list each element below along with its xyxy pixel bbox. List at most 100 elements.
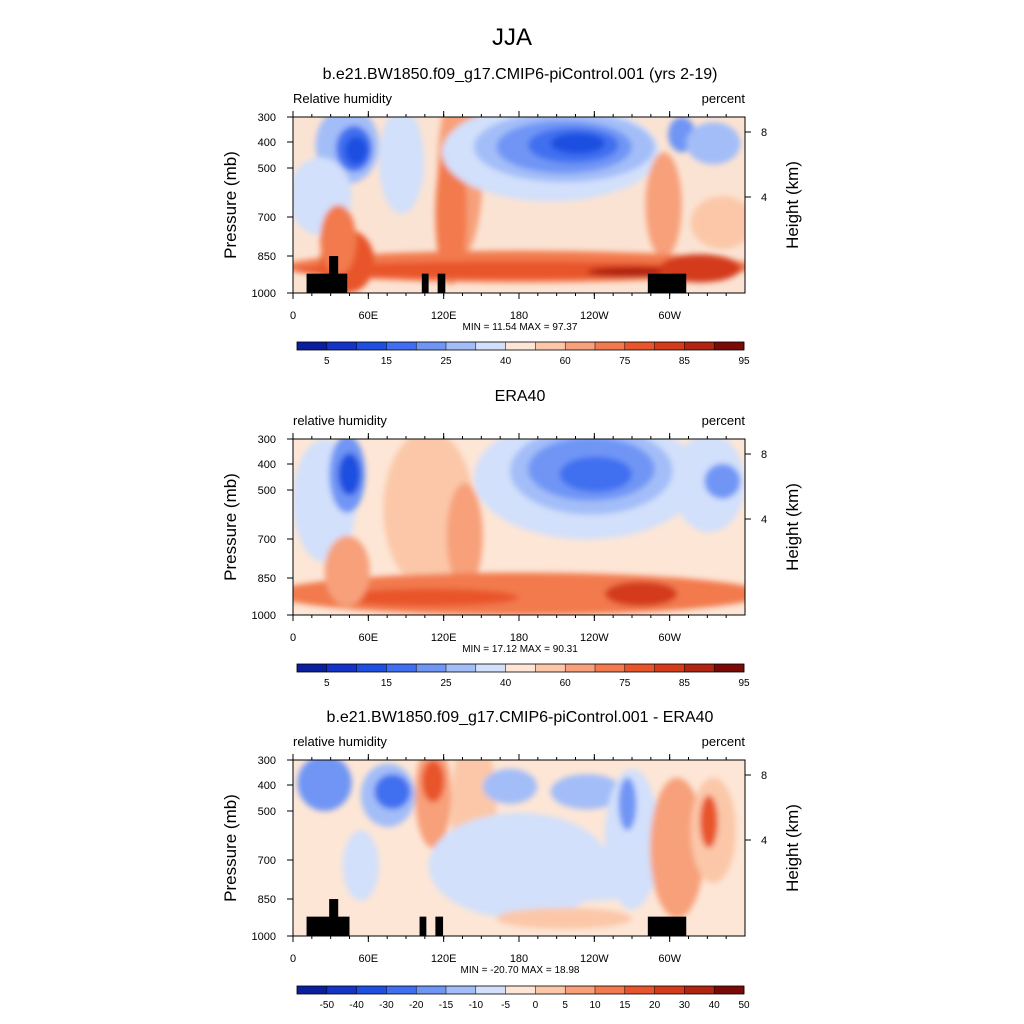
panel-2: ERA40 relative humidity percent 0 60E 120E 180… [221, 388, 802, 689]
contour-region [338, 588, 519, 607]
colorbar-label: 40 [500, 356, 512, 367]
colorbar-label: -5 [501, 1000, 510, 1011]
contour-region [604, 581, 678, 607]
contour-region [338, 453, 361, 496]
x-tick-label: 180 [510, 310, 528, 322]
x-tick-label: 120E [431, 632, 457, 644]
y2-tick-label: 4 [761, 192, 767, 204]
colorbar-label: -40 [349, 1000, 364, 1011]
variable-label: relative humidity [293, 413, 387, 428]
y2-tick-label: 4 [761, 835, 767, 847]
y-tick-label: 300 [258, 112, 276, 124]
contour-field [293, 439, 745, 615]
contour-region [496, 907, 632, 929]
x-tick-label: 60W [658, 953, 681, 965]
colorbar-label: 15 [381, 356, 393, 367]
units-label: percent [702, 413, 746, 428]
colorbar-swatch [326, 342, 357, 350]
contour-region [699, 795, 718, 848]
x-tick-label: 120W [580, 953, 609, 965]
y2-axis-title: Height (km) [783, 161, 802, 249]
y-tick-label: 500 [258, 485, 276, 497]
x-tick-label: 120E [431, 953, 457, 965]
colorbar-swatch [714, 342, 745, 350]
colorbar-label: 20 [649, 1000, 661, 1011]
colorbar-swatch [356, 986, 387, 994]
x-tick-label: 0 [290, 632, 296, 644]
y-tick-label: 300 [258, 434, 276, 446]
colorbar-frame [296, 663, 745, 673]
colorbar-frame [296, 341, 745, 351]
colorbar-swatch [386, 342, 417, 350]
colorbar: 5 15 25 40 60 75 85 95 [296, 663, 750, 689]
topography-mask [437, 273, 446, 293]
contour-region [421, 760, 445, 803]
y-axis-title: Pressure (mb) [221, 794, 240, 902]
contour-region [324, 535, 370, 607]
colorbar-swatch [475, 342, 506, 350]
colorbar-swatch [446, 664, 477, 672]
contour-region [428, 812, 610, 919]
x-tick-label: 0 [290, 953, 296, 965]
contour-region [686, 122, 741, 165]
colorbar-swatch [326, 986, 357, 994]
variable-label: relative humidity [293, 734, 387, 749]
y-tick-label: 700 [258, 212, 276, 224]
colorbar-label: 85 [679, 678, 691, 689]
colorbar-swatch [386, 664, 417, 672]
colorbar-label: 60 [560, 356, 572, 367]
contour-field [293, 760, 745, 936]
y2-axis-title: Height (km) [783, 804, 802, 892]
contour-region [704, 463, 741, 499]
colorbar-label: 5 [324, 356, 330, 367]
colorbar-label: 25 [440, 356, 452, 367]
colorbar-swatch [654, 986, 685, 994]
colorbar-label: -15 [439, 1000, 454, 1011]
colorbar-swatch [714, 986, 745, 994]
y-axis-title: Pressure (mb) [221, 151, 240, 259]
panel-title: b.e21.BW1850.f09_g17.CMIP6-piControl.001… [323, 66, 718, 83]
contour-region [690, 196, 745, 249]
y-tick-label: 850 [258, 573, 276, 585]
contour-region [378, 117, 425, 214]
topography-mask [306, 916, 350, 936]
colorbar-swatch [535, 342, 566, 350]
y-tick-label: 850 [258, 251, 276, 263]
y2-axis-title: Height (km) [783, 483, 802, 571]
x-tick-label: 120W [580, 632, 609, 644]
colorbar-label: 85 [679, 356, 691, 367]
colorbar-swatch [475, 986, 506, 994]
panel-title: ERA40 [495, 388, 546, 405]
colorbar-label: 40 [709, 1000, 721, 1011]
colorbar-label: -20 [409, 1000, 424, 1011]
topography-mask [306, 273, 348, 293]
y-tick-label: 1000 [252, 288, 276, 300]
colorbar-swatch [684, 986, 715, 994]
variable-label: Relative humidity [293, 91, 392, 106]
colorbar-label: 50 [738, 1000, 750, 1011]
contour-region [559, 456, 633, 492]
topography-mask [421, 273, 429, 293]
colorbar-label: 15 [381, 678, 393, 689]
units-label: percent [702, 734, 746, 749]
x-tick-label: 60W [658, 310, 681, 322]
contour-region [482, 768, 538, 805]
contour-region [344, 136, 368, 165]
contour-region [342, 830, 379, 901]
colorbar-label: 60 [560, 678, 572, 689]
min-max-label: MIN = 11.54 MAX = 97.37 [463, 322, 578, 333]
panel-title: b.e21.BW1850.f09_g17.CMIP6-piControl.001… [327, 709, 714, 726]
x-tick-label: 180 [510, 632, 528, 644]
colorbar-swatch [654, 664, 685, 672]
colorbar-swatch [297, 664, 328, 672]
colorbar: 5 15 25 40 60 75 85 95 [296, 341, 750, 367]
topography-mask [329, 256, 339, 293]
y-tick-label: 400 [258, 137, 276, 149]
colorbar-label: 95 [738, 678, 750, 689]
y-tick-label: 500 [258, 163, 276, 175]
colorbar-label: 30 [679, 1000, 691, 1011]
colorbar-label: 75 [619, 356, 631, 367]
colorbar-swatch [595, 986, 626, 994]
contour-region [550, 132, 605, 154]
